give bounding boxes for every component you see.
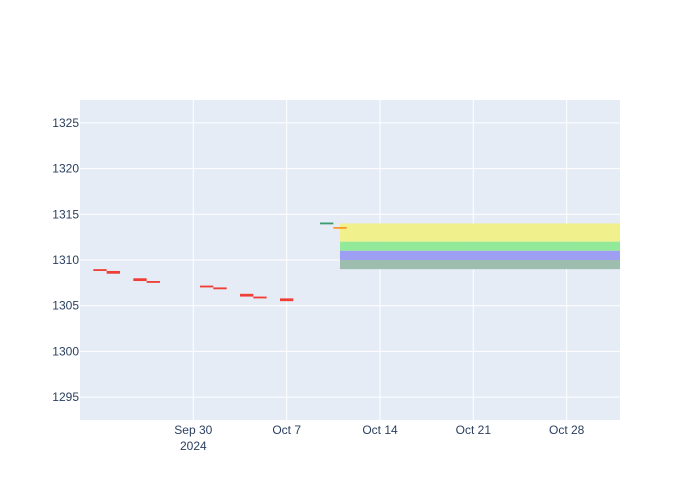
x-tick-label: Oct 21 <box>456 423 492 437</box>
candle <box>240 293 254 297</box>
forecast-band <box>340 223 620 242</box>
y-tick-label: 1300 <box>52 344 79 358</box>
forecast-band <box>340 241 620 251</box>
y-tick-label: 1305 <box>52 299 79 313</box>
y-tick-label: 1315 <box>52 207 79 221</box>
x-tick-label: Sep 30 <box>174 423 212 437</box>
candle <box>253 296 267 299</box>
y-tick-label: 1295 <box>52 390 79 404</box>
x-tick-label: Oct 28 <box>549 423 585 437</box>
y-tick-label: 1310 <box>52 253 79 267</box>
candle <box>93 269 107 271</box>
x-tick-label: Oct 14 <box>362 423 398 437</box>
x-tick-year-label: 2024 <box>180 439 207 453</box>
y-tick-label: 1320 <box>52 162 79 176</box>
forecast-band <box>340 260 620 270</box>
candle <box>213 287 227 290</box>
candle <box>106 270 120 274</box>
candle <box>146 281 160 283</box>
candle <box>133 278 147 282</box>
candle <box>200 285 214 288</box>
y-axis-tick-labels: 1295 1300 1305 1310 1315 1320 1325 <box>52 116 79 404</box>
x-axis-tick-labels: Sep 30 2024 Oct 7 Oct 14 Oct 21 Oct 28 <box>174 423 584 453</box>
candle <box>320 222 334 225</box>
x-tick-label: Oct 7 <box>272 423 301 437</box>
y-tick-label: 1325 <box>52 116 79 130</box>
candle <box>280 298 294 302</box>
forecast-bands <box>340 223 620 270</box>
candle <box>333 227 347 229</box>
candles <box>93 222 347 302</box>
forecast-band <box>340 250 620 260</box>
